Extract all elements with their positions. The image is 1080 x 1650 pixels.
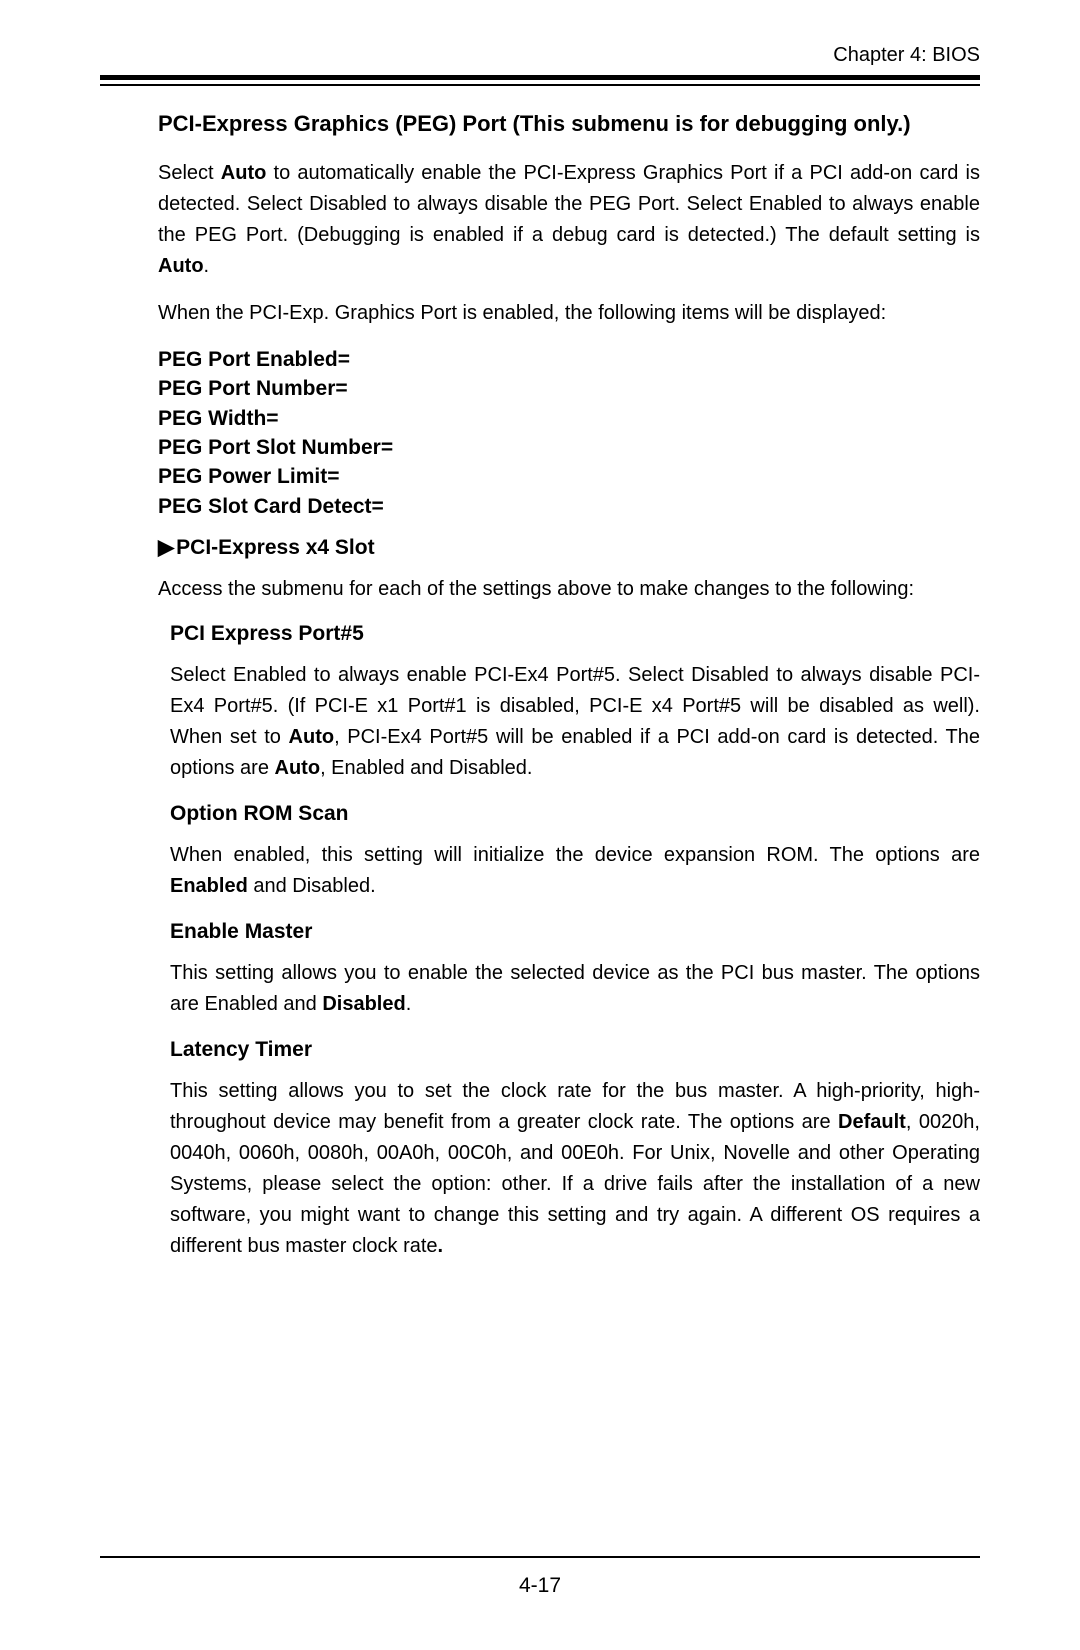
text: .	[406, 993, 412, 1015]
text: to automatically enable the PCI-Express …	[158, 162, 980, 246]
latency-title: Latency Timer	[100, 1038, 980, 1062]
text: Select	[158, 162, 221, 184]
peg-item: PEG Slot Card Detect=	[158, 492, 980, 521]
text: When enabled, this setting will initiali…	[170, 844, 980, 866]
x4-slot-paragraph: Access the submenu for each of the setti…	[100, 574, 980, 604]
orom-paragraph: When enabled, this setting will initiali…	[100, 840, 980, 902]
master-title: Enable Master	[100, 920, 980, 944]
peg-items-list: PEG Port Enabled= PEG Port Number= PEG W…	[100, 345, 980, 521]
peg-item: PEG Port Number=	[158, 374, 980, 403]
triangle-icon: ▶	[158, 535, 174, 560]
chapter-header: Chapter 4: BIOS	[100, 44, 980, 67]
peg-item: PEG Width=	[158, 404, 980, 433]
port5-title: PCI Express Port#5	[100, 622, 980, 646]
peg-item: PEG Power Limit=	[158, 462, 980, 491]
bold-period: .	[438, 1235, 444, 1257]
bold-auto: Auto	[289, 726, 335, 748]
document-page: Chapter 4: BIOS PCI-Express Graphics (PE…	[0, 0, 1080, 1650]
header-rule	[100, 75, 980, 86]
bold-auto: Auto	[158, 255, 204, 277]
master-paragraph: This setting allows you to enable the se…	[100, 958, 980, 1020]
page-number: 4-17	[0, 1574, 1080, 1598]
footer-rule	[100, 1556, 980, 1558]
bold-disabled: Disabled	[322, 993, 405, 1015]
bold-default: Default	[838, 1111, 906, 1133]
peg-title: PCI-Express Graphics (PEG) Port (This su…	[100, 108, 980, 140]
text: .	[204, 255, 210, 277]
peg-paragraph-1: Select Auto to automatically enable the …	[100, 158, 980, 282]
latency-paragraph: This setting allows you to set the clock…	[100, 1076, 980, 1262]
peg-paragraph-2: When the PCI-Exp. Graphics Port is enabl…	[100, 298, 980, 329]
orom-title: Option ROM Scan	[100, 802, 980, 826]
bold-auto: Auto	[221, 162, 267, 184]
bold-enabled: Enabled	[170, 875, 248, 897]
bold-auto: Auto	[275, 757, 321, 779]
text: , Enabled and Disabled.	[320, 757, 532, 779]
x4-slot-heading: ▶PCI-Express x4 Slot	[100, 535, 980, 560]
x4-slot-title: PCI-Express x4 Slot	[176, 536, 374, 559]
peg-item: PEG Port Slot Number=	[158, 433, 980, 462]
port5-paragraph: Select Enabled to always enable PCI-Ex4 …	[100, 660, 980, 784]
text: This setting allows you to enable the se…	[170, 962, 980, 1015]
text: and Disabled.	[248, 875, 376, 897]
peg-item: PEG Port Enabled=	[158, 345, 980, 374]
